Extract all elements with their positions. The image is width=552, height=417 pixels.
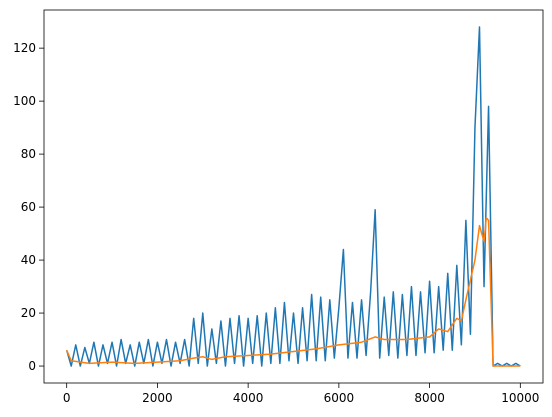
x-tick-label: 4000	[233, 391, 264, 405]
y-tick-label: 20	[21, 306, 36, 320]
line-series	[65, 26, 521, 367]
x-tick-label: 2000	[142, 391, 173, 405]
y-tick-label: 120	[13, 41, 36, 55]
y-tick-label: 0	[28, 359, 36, 373]
y-tick-label: 80	[21, 147, 36, 161]
y-tick-label: 40	[21, 253, 36, 267]
y-tick-label: 100	[13, 94, 36, 108]
y-tick-label: 60	[21, 200, 36, 214]
x-tick-label: 10000	[501, 391, 539, 405]
x-tick-label: 6000	[324, 391, 355, 405]
axes-frame	[43, 9, 544, 384]
x-tick-label: 0	[63, 391, 71, 405]
x-tick-label: 8000	[414, 391, 445, 405]
line-series	[65, 216, 521, 367]
